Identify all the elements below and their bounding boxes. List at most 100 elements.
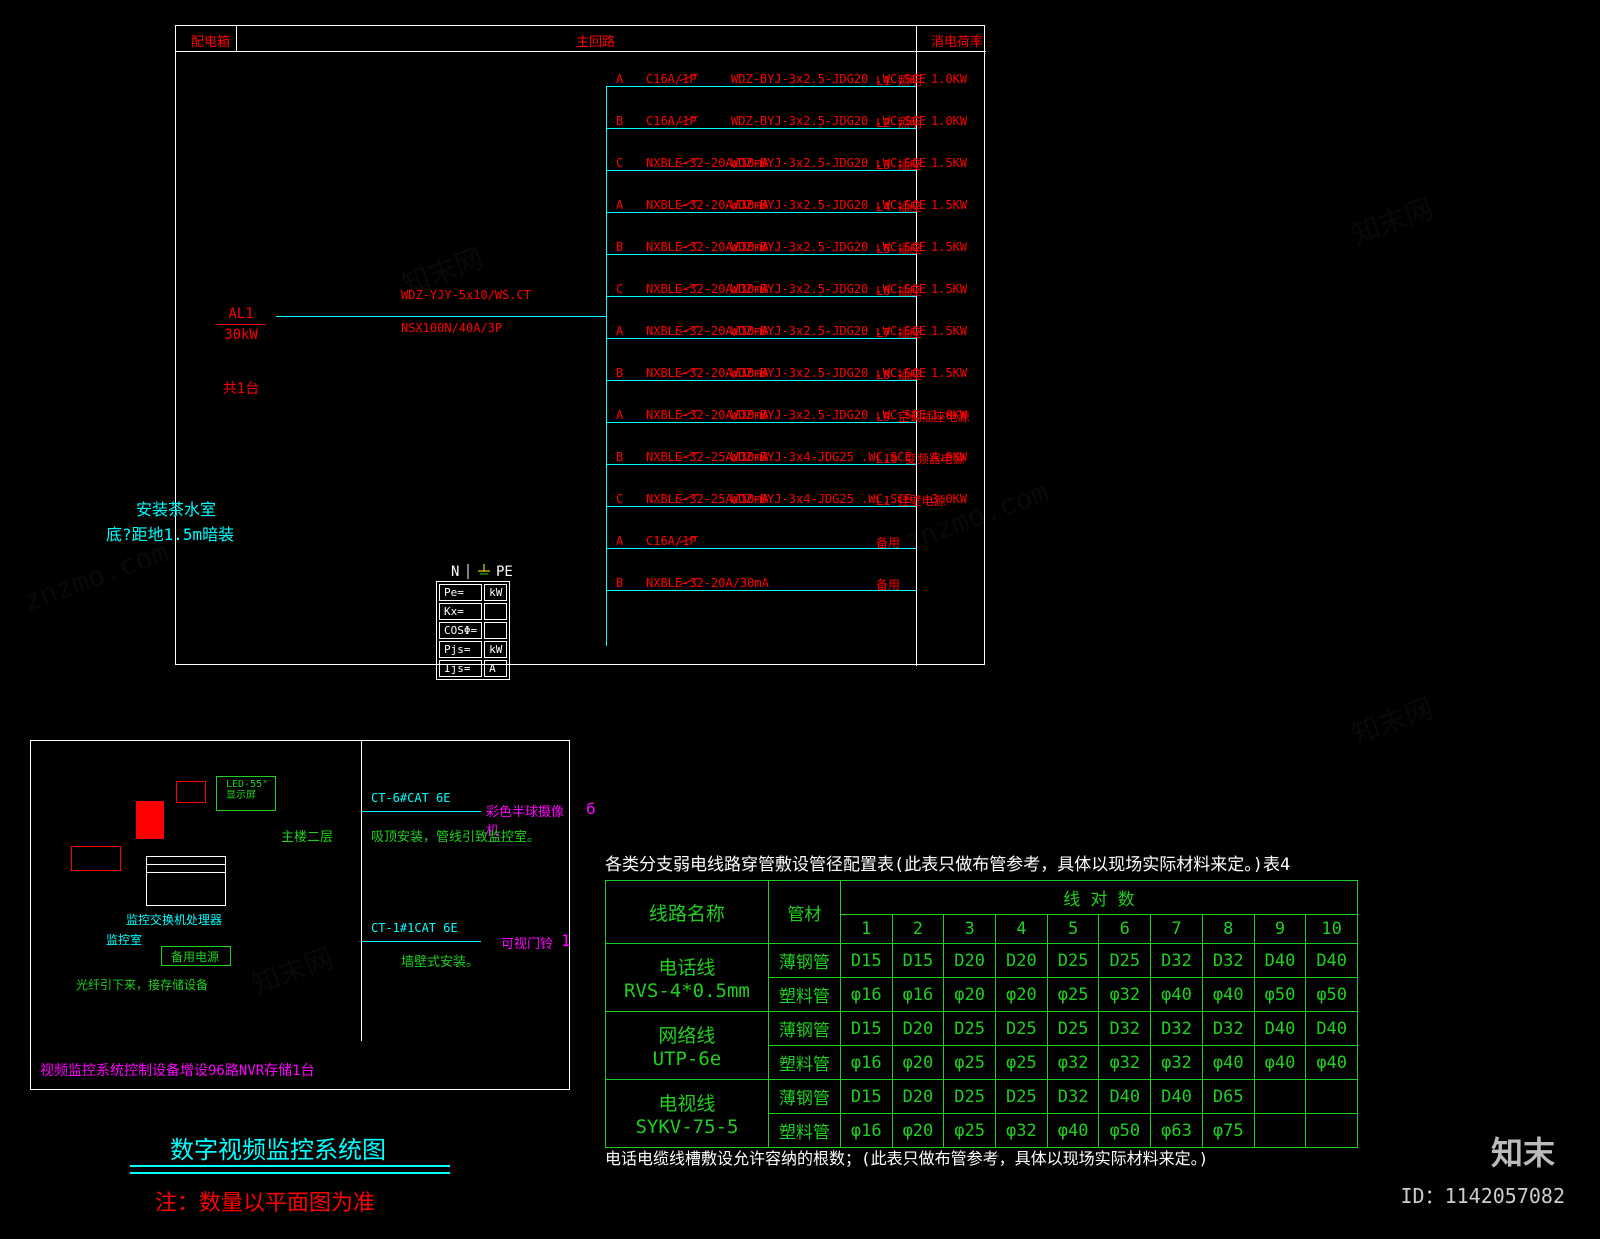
- circuit-label: 备用: [876, 534, 900, 551]
- circuit-phase: C: [616, 282, 623, 296]
- pipe-cell: 薄钢管: [768, 1012, 840, 1046]
- brand-logo: 知末: [1491, 1128, 1555, 1174]
- pipe-cell: D25: [1047, 1012, 1099, 1046]
- watermark: znzmo.com: [19, 535, 173, 618]
- pipe-cell: D15: [840, 1080, 892, 1114]
- circuit-label: L4 插座: [876, 198, 922, 215]
- circuit-line: [606, 548, 916, 549]
- install-loc: 安装茶水室: [136, 496, 216, 520]
- cam-count-2: 1: [561, 931, 571, 950]
- pipe-cell: 薄钢管: [768, 1080, 840, 1114]
- pipe-cell: [1254, 1114, 1306, 1148]
- pair-num-header: 2: [892, 915, 944, 944]
- pipe-cell: φ16: [892, 978, 944, 1012]
- pipe-cell: [1306, 1080, 1358, 1114]
- distribution-panel-frame: 配电箱 主回路 消电荷率 AL1 30kW 共1台 WDZ-YJY-5x10/W…: [175, 25, 985, 665]
- pipe-cell: φ40: [1202, 978, 1254, 1012]
- pipe-cell: D32: [1202, 944, 1254, 978]
- pipe-cell: φ32: [1047, 1046, 1099, 1080]
- device-display-small: [176, 781, 206, 803]
- pipe-cell: φ20: [996, 978, 1048, 1012]
- pipe-cell: D25: [1099, 944, 1151, 978]
- watermark: 知末网: [1346, 687, 1439, 753]
- circuit-label: L8 插座: [876, 366, 922, 383]
- pipe-cell: D40: [1306, 1012, 1358, 1046]
- pair-num-header: 5: [1047, 915, 1099, 944]
- circuit-phase: C: [616, 156, 623, 170]
- al-power: 30kW: [224, 327, 258, 343]
- cable-name: 电视线SYKV-75-5: [606, 1080, 769, 1148]
- cam-cable-1: CT-6#CAT 6E: [371, 791, 450, 805]
- al-qty: 共1台: [216, 378, 266, 398]
- circuit-line: [606, 128, 916, 129]
- cable-name: 网络线UTP-6e: [606, 1012, 769, 1080]
- circuit-label: L1 照明: [876, 72, 922, 89]
- cctv-underline: [130, 1165, 450, 1167]
- circuit-phase: A: [616, 72, 623, 86]
- pipe-cell: φ75: [1202, 1114, 1254, 1148]
- pipe-cell: 薄钢管: [768, 944, 840, 978]
- pair-num-header: 4: [996, 915, 1048, 944]
- pipe-cell: φ40: [1202, 1046, 1254, 1080]
- circuit-label: L6 插座: [876, 282, 922, 299]
- pipe-cell: 塑料管: [768, 978, 840, 1012]
- pipe-cell: D25: [996, 1012, 1048, 1046]
- circuit-power: 1.5KW: [931, 366, 967, 380]
- pipe-cell: D25: [1047, 944, 1099, 978]
- pipe-cell: φ32: [1151, 1046, 1203, 1080]
- pipe-footnote: 电话电缆线槽敷设允许容纳的根数；(此表只做布管参考，具体以现场实际材料来定。): [605, 1145, 1208, 1169]
- switch-label: 监控交换机处理器: [126, 911, 222, 928]
- circuit-label: 备用: [876, 576, 900, 593]
- cam-line-2: [361, 941, 481, 942]
- circuit-line: [606, 338, 916, 339]
- pipe-cell: D40: [1099, 1080, 1151, 1114]
- pipe-cell: [1306, 1114, 1358, 1148]
- circuit-power: 1.5KW: [931, 324, 967, 338]
- pipe-cell: φ25: [944, 1114, 996, 1148]
- col-pipe: 管材: [768, 881, 840, 944]
- pipe-cell: φ32: [1099, 978, 1151, 1012]
- feed-cable: WDZ-YJY-5x10/WS.CT: [401, 288, 531, 302]
- pipe-cell: φ25: [1047, 978, 1099, 1012]
- pipe-cell: D20: [892, 1012, 944, 1046]
- pipe-cell: φ25: [944, 1046, 996, 1080]
- pipe-cell: D32: [1099, 1012, 1151, 1046]
- circuit-power: 1.0KW: [931, 72, 967, 86]
- cam-inst-1: 吸顶安装，管线引致监控室。: [371, 826, 540, 845]
- circuit-phase: B: [616, 240, 623, 254]
- circuit-phase: A: [616, 198, 623, 212]
- pipe-cell: φ50: [1099, 1114, 1151, 1148]
- pipe-cell: D65: [1202, 1080, 1254, 1114]
- circuit-power: 1.5KW: [931, 240, 967, 254]
- circuit-power: 3.0KW: [931, 492, 967, 506]
- circuit-phase: B: [616, 450, 623, 464]
- circuit-breaker: C16A/1P: [646, 534, 697, 548]
- pipe-cell: D40: [1254, 1012, 1306, 1046]
- cam-type-2: 可视门铃: [501, 933, 553, 952]
- pipe-cell: φ16: [840, 978, 892, 1012]
- pipe-cell: φ32: [1099, 1046, 1151, 1080]
- pipe-cell: φ40: [1047, 1114, 1099, 1148]
- device-monitor: [136, 801, 164, 839]
- pipe-cell: D32: [1151, 944, 1203, 978]
- pipe-cell: D32: [1151, 1012, 1203, 1046]
- pipe-cell: φ25: [996, 1046, 1048, 1080]
- pipe-cell: D32: [1047, 1080, 1099, 1114]
- pipe-cell: φ20: [944, 978, 996, 1012]
- device-keyboard: [71, 846, 121, 871]
- pipe-cell: 塑料管: [768, 1114, 840, 1148]
- circuit-power: 1.0KW: [931, 408, 967, 422]
- monroom-label: 监控室: [106, 931, 142, 948]
- header-left: 配电箱: [191, 31, 230, 50]
- circuit-phase: C: [616, 492, 623, 506]
- pipe-cell: φ16: [840, 1046, 892, 1080]
- panel-id: AL1 30kW 共1台: [216, 306, 266, 398]
- power-calc-table: Pe=kW Kx= COSΦ= Pjs=kW Ijs=A: [436, 581, 510, 680]
- pair-num-header: 10: [1306, 915, 1358, 944]
- fiber-label: 光纤引下来，接存储设备: [76, 976, 208, 993]
- circuit-label: L5 插座: [876, 240, 922, 257]
- pipe-cell: φ50: [1254, 978, 1306, 1012]
- pair-num-header: 7: [1151, 915, 1203, 944]
- cable-name: 电话线RVS-4*0.5mm: [606, 944, 769, 1012]
- pipe-cell: φ20: [892, 1046, 944, 1080]
